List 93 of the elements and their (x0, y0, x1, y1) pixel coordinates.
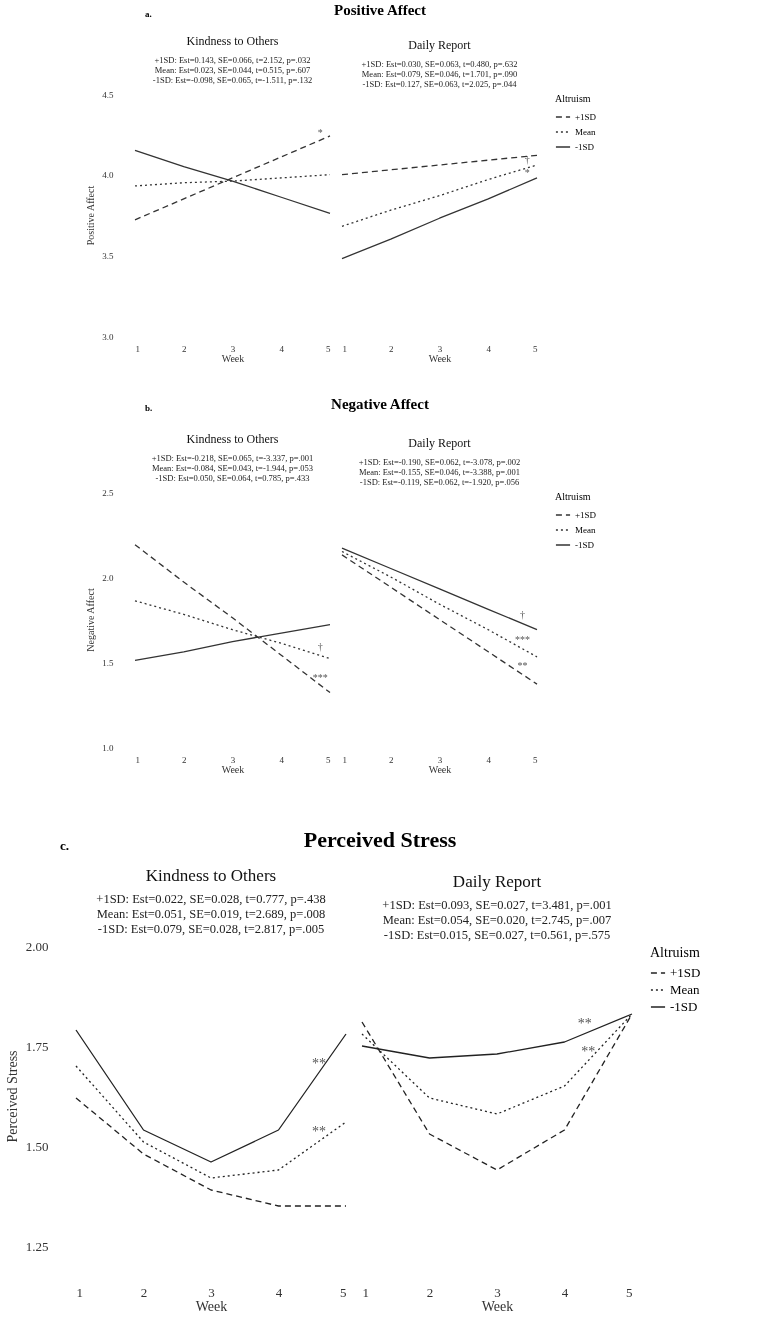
x-tick-label: 2 (182, 754, 187, 765)
x-tick-label: 1 (342, 754, 347, 765)
chart-title: Kindness to Others (186, 432, 279, 447)
y-tick-label: 3.0 (102, 331, 114, 342)
annotation: † (317, 641, 323, 653)
x-tick-label: 3 (437, 343, 443, 354)
annotation: * (524, 167, 530, 179)
x-tick-label: 2 (140, 1284, 148, 1300)
chart-subtitle: +1SD: Est=0.030, SE=0.063, t=0.480, p=.632 Mean: Est=0.079, SE=0.046, t=1.701, p=.090 -1SD: Est=0.127, SE=0.063, t=2.025, p=.044 (361, 59, 518, 90)
x-tick-label: 5 (340, 1284, 347, 1300)
x-axis-title: Week (221, 763, 245, 775)
chart-subtitle: +1SD: Est=0.022, SE=0.028, t=0.777, p=.438 Mean: Est=0.051, SE=0.019, t=2.689, p=.008 -1SD: Est=0.079, SE=0.028, t=2.817, p=.005 (96, 891, 326, 936)
annotation: ** (581, 1044, 596, 1059)
annotation: † (524, 154, 530, 166)
y-tick-label: 1.75 (25, 1038, 49, 1054)
x-axis-title: Week (481, 1298, 514, 1314)
x-axis-title: Week (428, 763, 452, 775)
legend-label: +1SD (575, 112, 597, 122)
y-tick-label: 3.5 (102, 250, 114, 261)
x-tick-label: 2 (182, 343, 187, 354)
annotation: *** (312, 671, 328, 683)
x-tick-label: 5 (326, 343, 331, 354)
chart-title: Kindness to Others (186, 34, 279, 49)
x-tick-label: 1 (342, 343, 347, 354)
x-tick-label: 5 (533, 754, 538, 765)
x-tick-label: 3 (437, 754, 443, 765)
legend-label: +1SD (670, 965, 701, 980)
x-tick-label: 4 (486, 754, 492, 765)
x-tick-label: 4 (279, 754, 285, 765)
y-axis-title: Positive Affect (85, 185, 97, 246)
chart-title: Daily Report (408, 436, 472, 451)
x-tick-label: 3 (494, 1284, 501, 1300)
x-tick-label: 4 (486, 343, 492, 354)
x-axis-title: Week (221, 352, 245, 364)
y-tick-label: 4.5 (102, 89, 114, 100)
x-tick-label: 3 (230, 343, 236, 354)
annotation: ** (517, 659, 528, 671)
annotation: * (317, 126, 323, 138)
legend-label: Mean (670, 982, 701, 997)
y-tick-label: 2.0 (102, 572, 114, 583)
x-tick-label: 1 (135, 754, 140, 765)
x-tick-label: 5 (626, 1284, 633, 1300)
x-tick-label: 2 (389, 754, 394, 765)
chart-subtitle: +1SD: Est=0.143, SE=0.066, t=2.152, p=.032 Mean: Est=0.023, SE=0.044, t=0.515, p=.607 -1SD: Est=-0.098, SE=0.065, t=-1.511, p=.132 (152, 55, 313, 86)
x-tick-label: 3 (208, 1284, 215, 1300)
chart-title: Daily Report (408, 38, 472, 53)
legend-label: +1SD (575, 510, 597, 520)
annotation: ** (312, 1124, 326, 1139)
x-axis-title: Week (428, 352, 452, 364)
legend-title: Altruism (555, 491, 591, 502)
legend-label: -1SD (670, 999, 698, 1014)
legend-label: -1SD (575, 142, 595, 152)
legend-title: Altruism (555, 93, 591, 104)
x-tick-label: 1 (362, 1284, 369, 1300)
x-tick-label: 5 (326, 754, 331, 765)
chart-title: Kindness to Others (145, 865, 277, 885)
y-tick-label: 1.50 (25, 1138, 49, 1154)
text: c. (60, 838, 70, 855)
y-axis-title: Negative Affect (85, 588, 97, 652)
annotation: † (519, 608, 525, 620)
x-tick-label: 1 (76, 1284, 83, 1300)
y-tick-label: 1.0 (102, 742, 114, 753)
y-tick-label: 1.25 (25, 1238, 49, 1254)
text: a. (145, 9, 152, 19)
x-tick-label: 5 (533, 343, 538, 354)
legend-label: Mean (575, 525, 596, 535)
text: Positive Affect (333, 2, 427, 18)
x-tick-label: 4 (561, 1284, 569, 1300)
x-tick-label: 2 (426, 1284, 434, 1300)
y-tick-label: 2.00 (25, 938, 49, 954)
x-tick-label: 4 (279, 343, 285, 354)
y-axis-title: Perceived Stress (4, 1050, 20, 1143)
annotation: ** (577, 1016, 592, 1031)
text: Negative Affect (331, 396, 429, 412)
x-tick-label: 3 (230, 754, 236, 765)
x-tick-label: 2 (389, 343, 394, 354)
legend-label: -1SD (575, 540, 595, 550)
legend-label: Mean (575, 127, 596, 137)
chart-subtitle: +1SD: Est=-0.190, SE=0.062, t=-3.078, p=.002 Mean: Est=-0.155, SE=0.046, t=-3.388, p=.001 -1SD: Est=-0.119, SE=0.062, t=-1.920, p=.056 (358, 457, 521, 488)
y-tick-label: 1.5 (102, 657, 114, 668)
annotation: ** (312, 1056, 326, 1071)
y-tick-label: 2.5 (102, 487, 114, 498)
legend-title: Altruism (650, 945, 700, 960)
chart-subtitle: +1SD: Est=0.093, SE=0.027, t=3.481, p=.001 Mean: Est=0.054, SE=0.020, t=2.745, p=.007 -1SD: Est=0.015, SE=0.027, t=0.561, p=.575 (382, 897, 612, 942)
y-tick-label: 4.0 (102, 170, 114, 181)
text: b. (145, 403, 153, 413)
annotation: *** (514, 634, 530, 646)
text: Perceived Stress (303, 827, 457, 852)
chart-title: Daily Report (452, 871, 542, 891)
chart-subtitle: +1SD: Est=-0.218, SE=0.065, t=-3.337, p=.001 Mean: Est=-0.084, SE=0.043, t=-1.944, p=.053 -1SD: Est=0.050, SE=0.064, t=0.785, p=.433 (151, 453, 314, 484)
x-tick-label: 1 (135, 343, 140, 354)
x-axis-title: Week (195, 1298, 228, 1314)
x-tick-label: 4 (275, 1284, 283, 1300)
